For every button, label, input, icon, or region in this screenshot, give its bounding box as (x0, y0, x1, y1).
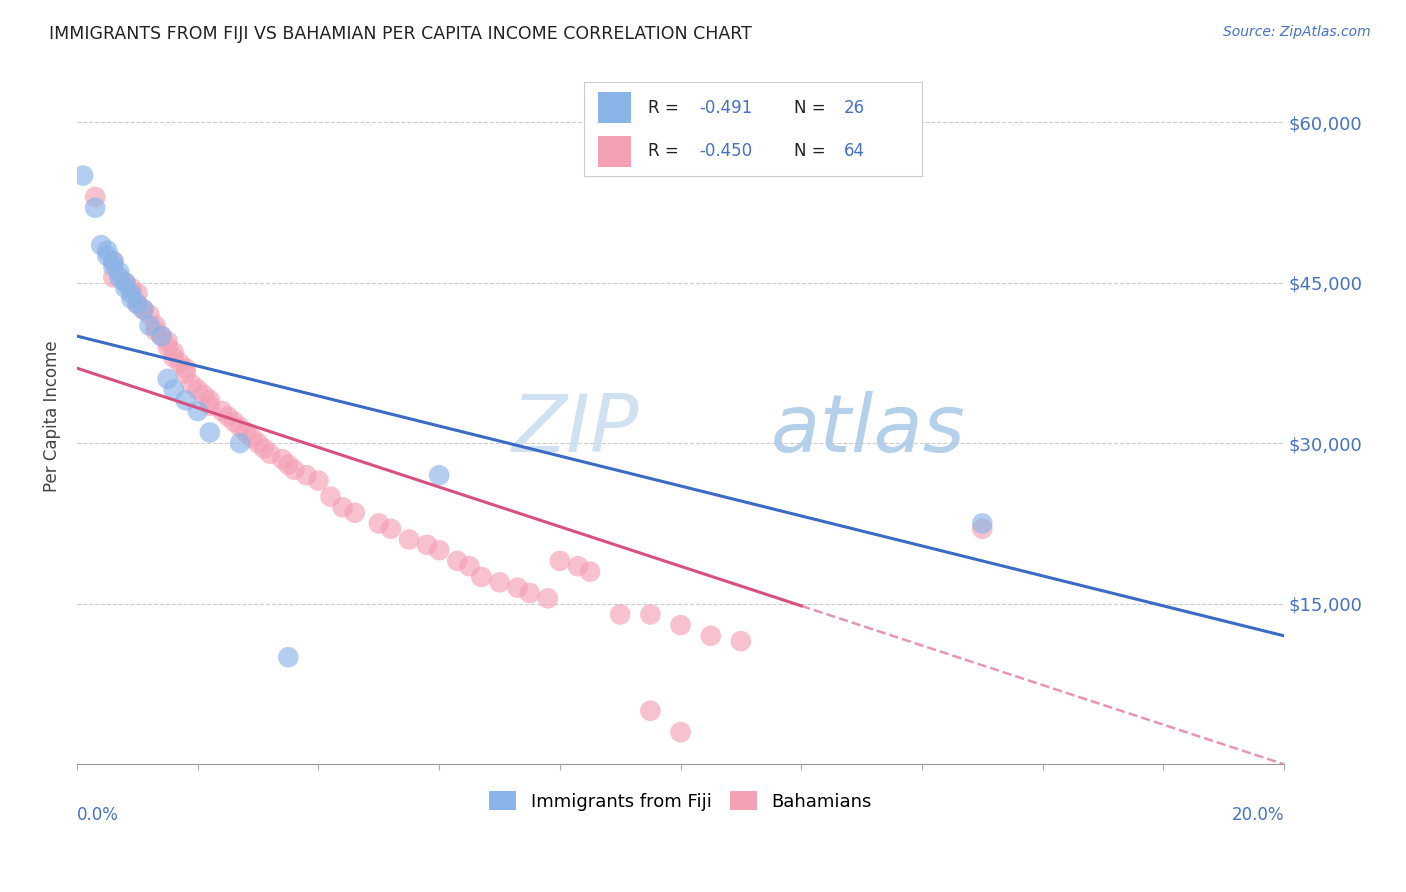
Point (283, 463, 305, 477)
Point (163, 383, 186, 397)
Point (156, 372, 179, 386)
Point (114, 276, 136, 290)
Point (416, 538, 439, 552)
Point (640, 704, 662, 718)
Point (127, 297, 149, 311)
Point (222, 415, 245, 429)
Point (253, 442, 276, 456)
Text: Source: ZipAtlas.com: Source: ZipAtlas.com (1223, 25, 1371, 39)
Point (427, 468, 450, 483)
Point (187, 383, 209, 397)
Point (120, 286, 142, 301)
Point (72, 169, 94, 183)
Point (180, 377, 202, 392)
Text: atlas: atlas (770, 392, 966, 469)
Point (174, 393, 197, 408)
Point (458, 559, 481, 574)
Point (114, 281, 136, 295)
Point (380, 522, 402, 536)
Point (103, 260, 125, 274)
Point (537, 591, 560, 606)
Point (90, 238, 112, 252)
Point (114, 276, 136, 290)
Point (108, 270, 131, 285)
Y-axis label: Per Capita Income: Per Capita Income (44, 341, 60, 492)
Text: 20.0%: 20.0% (1232, 806, 1284, 824)
Point (127, 297, 149, 311)
Point (84, 201, 107, 215)
Point (103, 270, 125, 285)
Point (972, 522, 994, 536)
Point (198, 425, 221, 440)
Point (730, 634, 752, 648)
Point (669, 725, 692, 739)
Point (506, 581, 529, 595)
Point (548, 554, 571, 568)
Point (669, 618, 692, 632)
Point (367, 516, 389, 531)
Point (972, 516, 994, 531)
Point (174, 367, 197, 381)
Point (235, 425, 257, 440)
Point (145, 324, 167, 338)
Point (217, 409, 239, 424)
Point (193, 388, 215, 402)
Point (640, 607, 662, 622)
Point (103, 254, 125, 268)
Text: 0.0%: 0.0% (77, 806, 120, 824)
Point (150, 329, 173, 343)
Point (187, 404, 209, 418)
Point (271, 452, 294, 467)
Legend: Immigrants from Fiji, Bahamians: Immigrants from Fiji, Bahamians (482, 784, 879, 818)
Point (427, 543, 450, 558)
Point (150, 329, 173, 343)
Point (84, 190, 107, 204)
Point (132, 302, 155, 317)
Point (398, 533, 420, 547)
Point (198, 399, 221, 413)
Point (96, 244, 118, 258)
Text: IMMIGRANTS FROM FIJI VS BAHAMIAN PER CAPITA INCOME CORRELATION CHART: IMMIGRANTS FROM FIJI VS BAHAMIAN PER CAP… (49, 25, 752, 43)
Point (343, 506, 366, 520)
Point (211, 404, 233, 418)
Point (609, 607, 631, 622)
Point (332, 500, 354, 515)
Point (127, 286, 149, 301)
Point (259, 447, 281, 461)
Point (240, 431, 263, 445)
Point (295, 468, 318, 483)
Point (519, 586, 541, 600)
Point (567, 559, 589, 574)
Point (488, 575, 510, 590)
Point (308, 474, 330, 488)
Point (103, 254, 125, 268)
Point (156, 334, 179, 349)
Point (277, 650, 299, 665)
Point (163, 351, 186, 365)
Point (446, 554, 468, 568)
Point (319, 490, 342, 504)
Point (163, 345, 186, 359)
Text: ZIP: ZIP (512, 392, 638, 469)
Point (145, 318, 167, 333)
Point (120, 292, 142, 306)
Point (138, 308, 160, 322)
Point (138, 318, 160, 333)
Point (247, 436, 270, 450)
Point (277, 458, 299, 472)
Point (96, 249, 118, 263)
Point (198, 393, 221, 408)
Point (579, 565, 602, 579)
Point (120, 281, 142, 295)
Point (470, 570, 492, 584)
Point (699, 629, 721, 643)
Point (156, 340, 179, 354)
Point (229, 420, 252, 434)
Point (108, 265, 131, 279)
Point (169, 356, 191, 370)
Point (132, 302, 155, 317)
Point (174, 361, 197, 376)
Point (229, 436, 252, 450)
